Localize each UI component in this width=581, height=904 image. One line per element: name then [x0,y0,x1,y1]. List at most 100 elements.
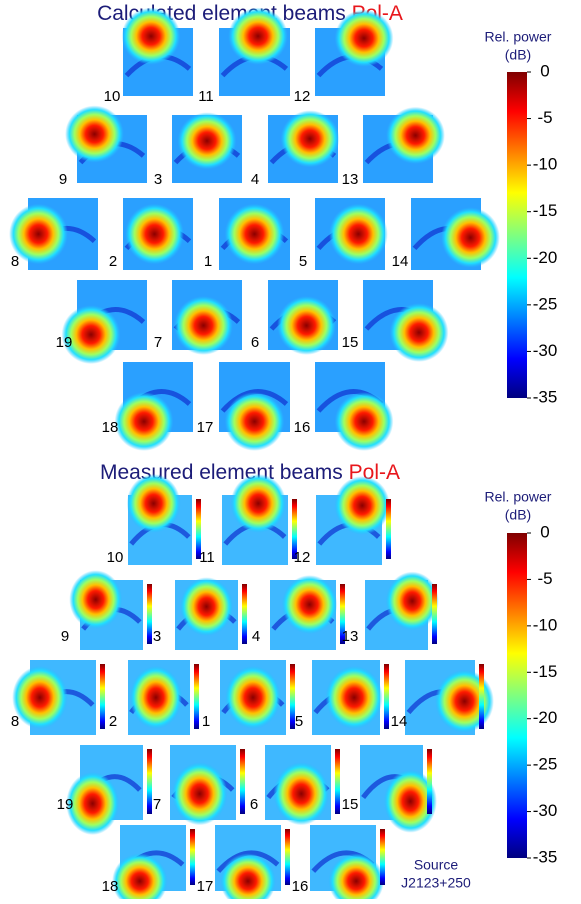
element-number: 16 [292,878,309,895]
mini-colorbar [479,664,484,729]
beam-main-lobe [9,203,68,265]
beam-map [112,825,195,904]
mini-colorbar [384,664,389,729]
beam-main-lobe [180,577,233,636]
beam-main-lobe [224,392,285,451]
mini-colorbar [432,584,437,644]
mini-colorbar [427,749,432,814]
mini-colorbar [194,664,199,729]
element-number: 4 [251,171,259,188]
beam-main-lobe [280,110,340,168]
beam-map [9,198,98,270]
colorbar-tick-label: -10 [533,155,558,174]
beam-map [66,745,152,835]
beam-map [175,577,247,650]
colorbar-tick-label: -15 [533,201,558,220]
mini-colorbar [147,584,152,644]
beam-main-lobe [114,392,174,451]
colorbar-tick-label: -30 [533,801,558,820]
beam-main-lobe [334,9,394,67]
element-number: 2 [109,253,117,270]
beam-map [222,474,297,565]
beam-map [315,198,388,270]
beam-main-lobe [281,575,338,634]
element-number: 7 [153,796,161,813]
mini-colorbar [196,499,201,559]
element-number: 16 [294,419,311,436]
element-number: 17 [197,419,214,436]
beam-main-lobe [225,666,281,729]
element-number: 9 [61,628,69,645]
beam-map [219,198,290,270]
colorbar-label: Rel. power [485,489,552,505]
colorbar-label: (dB) [505,47,531,63]
beam-map [411,198,500,270]
beam-map [315,362,394,451]
element-number: 7 [154,334,162,351]
beam-main-lobe [177,112,237,170]
colorbar-label: Rel. power [485,29,552,45]
beam-main-lobe [220,853,276,904]
beam-map [312,660,389,735]
beam-main-lobe [171,762,228,826]
element-number: 12 [294,549,311,566]
colorbar-tick-label: -30 [533,341,558,360]
beam-map [114,362,193,451]
beam-sidelobe [216,850,280,873]
element-number: 3 [154,171,162,188]
element-number: 11 [199,549,215,566]
beam-map [310,825,385,904]
element-number: 1 [204,253,212,270]
beam-main-lobe [174,296,233,355]
mini-colorbar [292,499,297,559]
beam-map [123,198,193,270]
beam-main-lobe [112,853,168,904]
beam-main-lobe [328,853,384,904]
beam-main-lobe [383,769,437,833]
colorbar-tick-label: -35 [533,847,558,866]
beam-map [215,825,290,904]
beam-map [170,745,245,826]
element-number: 19 [57,796,74,813]
element-number: 6 [251,334,259,351]
beam-main-lobe [334,476,390,535]
beam-map [172,112,242,183]
element-number: 3 [153,628,161,645]
beam-main-lobe [125,203,184,265]
beam-main-lobe [69,570,123,629]
colorbar-tick-label: -20 [533,708,558,727]
beam-map [219,362,290,451]
colorbar-tick-label: 0 [540,61,549,80]
mini-colorbar [240,749,245,814]
beam-map [315,9,394,96]
beam-main-lobe [277,296,336,355]
beam-map [128,660,199,735]
element-number: 18 [102,878,119,895]
element-number: 1 [202,713,210,730]
element-number: 11 [198,88,214,105]
element-number: 12 [294,88,311,105]
mini-colorbar [285,829,290,885]
beam-main-lobe [121,7,181,65]
beam-map [268,110,340,183]
colorbar [507,533,527,858]
beam-map [61,280,147,364]
element-number: 5 [295,713,303,730]
element-number: 8 [11,253,19,270]
beam-map [69,570,152,650]
beam-map [121,7,193,96]
beam-main-lobe [334,392,394,451]
colorbar-tick-label: -25 [533,755,558,774]
beam-map [220,660,295,735]
element-number: 15 [342,796,359,813]
beam-main-lobe [441,207,500,268]
beam-main-lobe [224,203,285,265]
colorbar-label: (dB) [505,507,531,523]
element-number: 13 [342,628,359,645]
beam-map [363,106,445,183]
element-number: 10 [104,88,121,105]
element-number: 2 [109,713,117,730]
beam-main-lobe [230,474,287,533]
beam-main-lobe [273,762,330,826]
